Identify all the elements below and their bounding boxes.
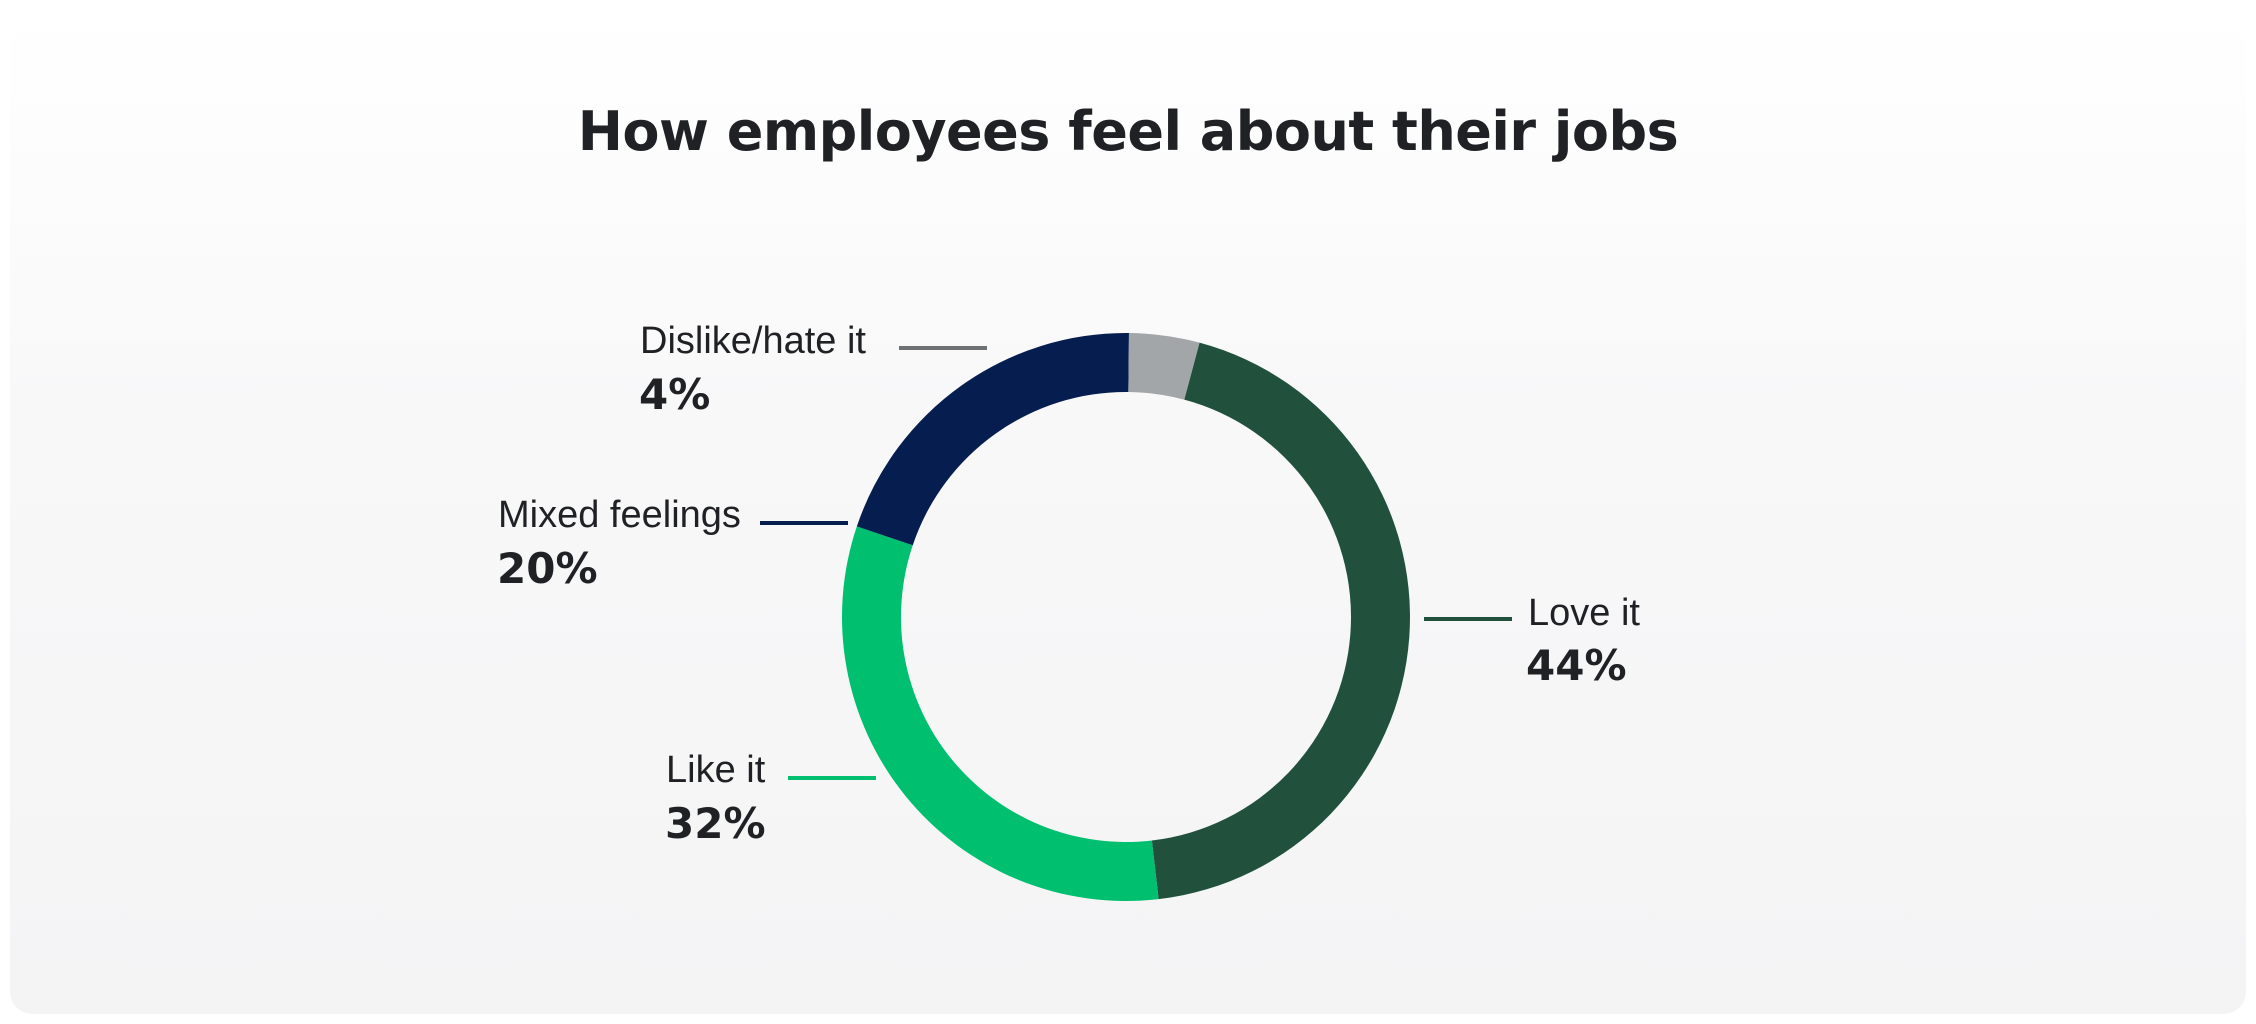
slice-label-dislike-hate-it: Dislike/hate it [640, 320, 866, 362]
slice-value-dislike-hate-it: 4% [639, 370, 710, 419]
donut-slice-mixed-feelings [856, 333, 1129, 546]
slice-value-love-it: 44% [1526, 641, 1627, 690]
slice-value-like-it: 32% [665, 799, 766, 848]
donut-slice-love-it [1151, 342, 1410, 900]
chart-title: How employees feel about their jobs [577, 100, 1679, 163]
slice-label-like-it: Like it [666, 749, 766, 791]
slice-value-mixed-feelings: 20% [497, 544, 598, 593]
donut-slices [842, 333, 1410, 901]
donut-slice-like-it [842, 526, 1159, 901]
donut-slice-dislike-hate-it [1128, 333, 1200, 400]
slice-label-mixed-feelings: Mixed feelings [498, 494, 741, 536]
slice-label-love-it: Love it [1528, 592, 1640, 634]
